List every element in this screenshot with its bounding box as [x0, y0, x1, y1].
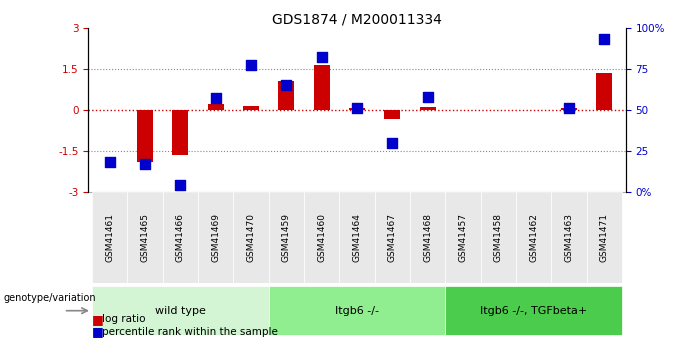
- FancyBboxPatch shape: [127, 192, 163, 283]
- Point: [564, 105, 575, 111]
- Bar: [420, 107, 436, 110]
- Text: GSM41457: GSM41457: [458, 213, 468, 262]
- Text: GSM41468: GSM41468: [423, 213, 432, 262]
- Text: GSM41458: GSM41458: [494, 213, 503, 262]
- Point: [599, 36, 610, 42]
- Title: GDS1874 / M200011334: GDS1874 / M200011334: [272, 12, 442, 27]
- Text: wild type: wild type: [155, 306, 206, 316]
- Bar: [207, 104, 224, 110]
- FancyBboxPatch shape: [445, 286, 622, 335]
- Point: [104, 160, 115, 165]
- Text: GSM41466: GSM41466: [176, 213, 185, 262]
- Text: ■: ■: [92, 325, 103, 338]
- Text: ■: ■: [92, 313, 103, 326]
- Point: [422, 94, 433, 99]
- Bar: [243, 106, 259, 110]
- Text: log ratio: log ratio: [102, 314, 146, 324]
- Point: [175, 183, 186, 188]
- Text: GSM41462: GSM41462: [529, 213, 538, 262]
- Text: GSM41460: GSM41460: [317, 213, 326, 262]
- FancyBboxPatch shape: [516, 192, 551, 283]
- FancyBboxPatch shape: [269, 286, 445, 335]
- Point: [281, 82, 292, 88]
- Text: Itgb6 -/-, TGFbeta+: Itgb6 -/-, TGFbeta+: [480, 306, 588, 316]
- Text: GSM41469: GSM41469: [211, 213, 220, 262]
- Point: [352, 105, 362, 111]
- FancyBboxPatch shape: [481, 192, 516, 283]
- Text: GSM41471: GSM41471: [600, 213, 609, 262]
- FancyBboxPatch shape: [551, 192, 587, 283]
- Text: GSM41461: GSM41461: [105, 213, 114, 262]
- FancyBboxPatch shape: [92, 286, 269, 335]
- FancyBboxPatch shape: [163, 192, 198, 283]
- Text: GSM41464: GSM41464: [352, 213, 362, 262]
- FancyBboxPatch shape: [339, 192, 375, 283]
- FancyBboxPatch shape: [410, 192, 445, 283]
- Bar: [349, 108, 365, 110]
- Text: GSM41459: GSM41459: [282, 213, 291, 262]
- Text: GSM41463: GSM41463: [564, 213, 573, 262]
- Point: [210, 96, 221, 101]
- Point: [316, 55, 327, 60]
- FancyBboxPatch shape: [375, 192, 410, 283]
- FancyBboxPatch shape: [269, 192, 304, 283]
- FancyBboxPatch shape: [587, 192, 622, 283]
- Text: GSM41467: GSM41467: [388, 213, 397, 262]
- Bar: [137, 110, 153, 162]
- Point: [245, 63, 256, 68]
- Bar: [384, 110, 401, 119]
- Point: [387, 140, 398, 146]
- FancyBboxPatch shape: [445, 192, 481, 283]
- Bar: [278, 81, 294, 110]
- Text: genotype/variation: genotype/variation: [3, 294, 96, 303]
- Text: GSM41465: GSM41465: [141, 213, 150, 262]
- Text: percentile rank within the sample: percentile rank within the sample: [102, 327, 278, 337]
- Text: GSM41470: GSM41470: [246, 213, 256, 262]
- Bar: [313, 65, 330, 110]
- FancyBboxPatch shape: [92, 192, 127, 283]
- Bar: [596, 73, 613, 110]
- FancyBboxPatch shape: [198, 192, 233, 283]
- Text: Itgb6 -/-: Itgb6 -/-: [335, 306, 379, 316]
- Point: [139, 161, 150, 167]
- FancyBboxPatch shape: [233, 192, 269, 283]
- Bar: [561, 108, 577, 110]
- Bar: [172, 110, 188, 155]
- FancyBboxPatch shape: [304, 192, 339, 283]
